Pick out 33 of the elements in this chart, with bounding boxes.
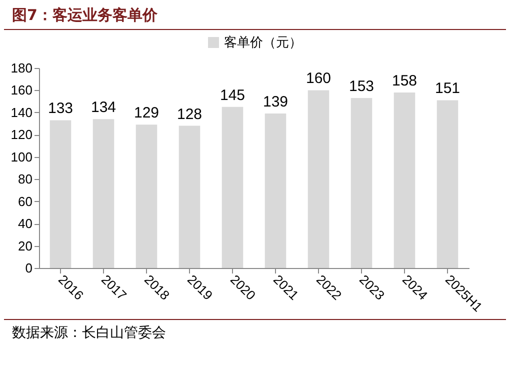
y-tick-label: 0 <box>25 260 32 276</box>
data-label: 153 <box>348 78 374 95</box>
bar <box>50 120 72 268</box>
y-tick-label: 20 <box>18 238 32 254</box>
y-tick-label: 100 <box>10 149 32 164</box>
y-tick-label: 40 <box>18 216 32 232</box>
bar <box>350 98 372 268</box>
data-label: 139 <box>262 94 288 111</box>
data-label: 158 <box>392 72 418 90</box>
data-label: 134 <box>90 99 116 116</box>
y-tick-label: 140 <box>10 104 32 120</box>
legend-label: 客单价（元） <box>224 34 302 50</box>
bar <box>136 124 158 268</box>
bar <box>436 100 458 268</box>
bar <box>178 126 200 268</box>
data-label: 128 <box>176 106 202 123</box>
bar <box>394 92 416 268</box>
y-tick-label: 180 <box>10 60 32 76</box>
bar <box>222 106 244 268</box>
y-tick-label: 60 <box>18 194 32 209</box>
data-label: 129 <box>134 104 160 122</box>
data-label: 133 <box>48 100 74 118</box>
y-tick-label: 120 <box>10 127 32 142</box>
data-label: 151 <box>434 80 460 98</box>
y-tick-label: 160 <box>10 82 32 98</box>
chart-title: 图7：客运业务客单价 <box>4 0 506 30</box>
bar <box>308 90 330 268</box>
bar <box>264 114 286 268</box>
data-label: 145 <box>220 86 246 104</box>
y-tick-label: 80 <box>18 172 32 187</box>
source-note: 数据来源：长白山管委会 <box>4 319 506 346</box>
data-label: 160 <box>306 70 332 88</box>
bar <box>92 119 114 268</box>
